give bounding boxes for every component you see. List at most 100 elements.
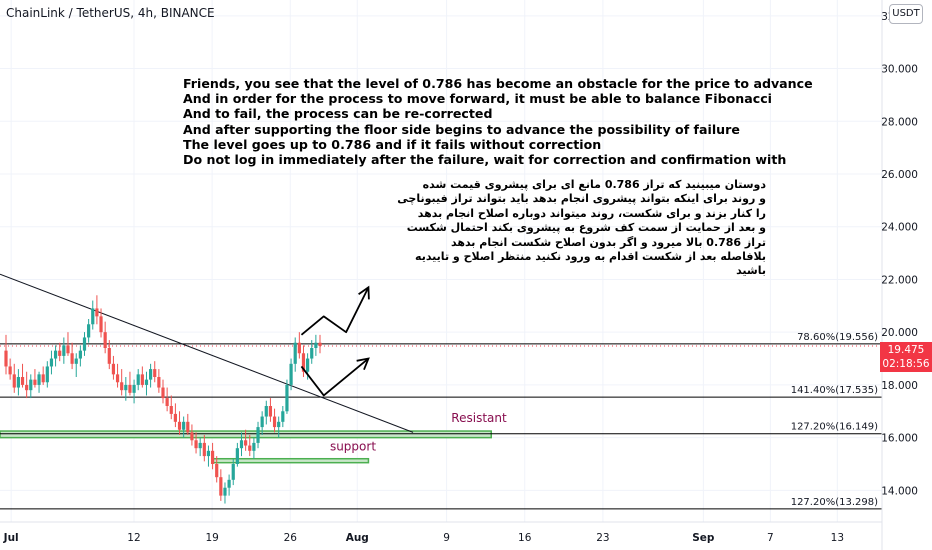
forecast-arrows: [300, 285, 370, 397]
candle-body: [136, 374, 140, 385]
candle-body: [190, 432, 194, 441]
current-price: 19.475: [887, 344, 925, 356]
candle-body: [58, 350, 62, 356]
candle-body: [244, 440, 248, 446]
candle-body: [111, 363, 116, 375]
candle-body: [95, 308, 99, 317]
zone-rect: [211, 457, 370, 464]
forecast-arrow: [300, 286, 370, 336]
candle-body: [231, 464, 235, 480]
candle-body: [82, 337, 87, 351]
y-tick-label: 28.000: [881, 116, 918, 128]
candle-body: [165, 398, 169, 406]
x-tick-label: 13: [831, 532, 844, 544]
currency-label[interactable]: USDT: [889, 4, 923, 24]
trendline: [0, 273, 414, 433]
candle-body: [62, 345, 66, 356]
candle-body: [4, 350, 8, 367]
candle-body: [310, 348, 314, 359]
candle-body: [301, 353, 306, 372]
candle-body: [210, 450, 215, 464]
x-tick-label: 7: [767, 532, 774, 544]
forecast-arrow: [300, 357, 370, 397]
candle-body: [132, 384, 136, 393]
candle-body: [16, 377, 20, 388]
fib-level-label: 141.40%(17.535): [791, 385, 878, 396]
candle-body: [74, 358, 78, 364]
y-tick-label: 22.000: [881, 274, 918, 286]
candle-body: [272, 416, 277, 428]
y-tick-label: 14.000: [881, 485, 918, 497]
candle-body: [314, 342, 318, 348]
x-tick-label: 12: [127, 532, 140, 544]
candle-body: [281, 411, 285, 422]
candle-body: [91, 308, 95, 325]
candle-body: [198, 442, 202, 449]
candle-body: [239, 440, 244, 449]
candle-body: [256, 427, 260, 443]
candle-body: [285, 384, 289, 412]
candles: [4, 295, 322, 504]
x-tick-label: 26: [284, 532, 298, 544]
candle-body: [223, 487, 227, 496]
candle-body: [293, 342, 297, 364]
candle-body: [182, 421, 186, 430]
current-price-tag: 19.475 02:18:56: [880, 342, 932, 372]
x-tick-label: Aug: [346, 532, 369, 544]
candle-body: [306, 358, 310, 372]
support-label: support: [330, 440, 376, 454]
candle-body: [248, 445, 252, 451]
arrow-head: [358, 285, 370, 300]
note-line: The level goes up to 0.786 and if it fai…: [183, 136, 602, 152]
trendline: [0, 273, 414, 433]
candle-body: [33, 379, 37, 385]
candle-body: [264, 406, 268, 417]
candle-body: [45, 366, 49, 383]
y-tick-label: 16.000: [881, 433, 918, 445]
candle-body: [103, 332, 107, 348]
candle-body: [41, 374, 45, 383]
note-line: And to fail, the process can be re-corre…: [183, 106, 493, 122]
note-line: باشید: [736, 264, 766, 278]
candle-body: [268, 406, 273, 417]
candle-body: [289, 363, 293, 385]
candle-body: [318, 342, 322, 347]
note-line: Do not log in immediately after the fail…: [183, 152, 787, 168]
candle-body: [12, 374, 16, 388]
candle-body: [252, 442, 256, 451]
candle-body: [49, 358, 54, 367]
note-line: بلافاصله بعد از شکست اقدام به ورود نکنید…: [415, 250, 766, 264]
fib-level-label: 78.60%(19.556): [797, 332, 878, 343]
note-line: And after supporting the floor side begi…: [183, 121, 740, 137]
y-tick-label: 24.000: [881, 222, 918, 234]
note-line: و بعد از حمایت از سمت کف شروع به پیشروی …: [406, 221, 766, 235]
candle-body: [124, 384, 128, 391]
x-tick-label: 23: [596, 532, 609, 544]
candle-body: [20, 377, 25, 385]
english-note: Friends, you see that the level of 0.786…: [183, 76, 813, 167]
x-tick-label: Jul: [3, 532, 19, 544]
candle-body: [153, 369, 157, 377]
candle-body: [66, 345, 70, 354]
candle-body: [235, 448, 239, 464]
candle-body: [161, 387, 165, 399]
x-tick-label: 19: [205, 532, 218, 544]
note-line: و روند برای اینکه بتواند پیشروی انجام بد…: [397, 192, 766, 206]
persian-note: دوستان میبینید که تراز 0.786 مانع ای برا…: [397, 178, 766, 279]
x-tick-label: 16: [518, 532, 532, 544]
y-tick-label: 30.000: [881, 64, 918, 76]
y-tick-label: 20.000: [881, 327, 918, 339]
note-line: دوستان میبینید که تراز 0.786 مانع ای برا…: [422, 178, 766, 191]
candle-body: [227, 479, 231, 488]
candle-body: [202, 442, 206, 457]
candle-body: [25, 384, 29, 391]
note-line: را کنار بزند و برای شکست، روند میتواند د…: [417, 206, 766, 220]
candle-body: [144, 379, 149, 385]
candle-body: [260, 416, 264, 428]
candle-body: [8, 366, 12, 375]
candle-body: [70, 353, 74, 364]
candle-body: [29, 379, 33, 391]
candle-body: [173, 413, 177, 422]
note-line: تراز 0.786 بالا میرود و اگر بدون اصلاح ش…: [450, 235, 766, 249]
